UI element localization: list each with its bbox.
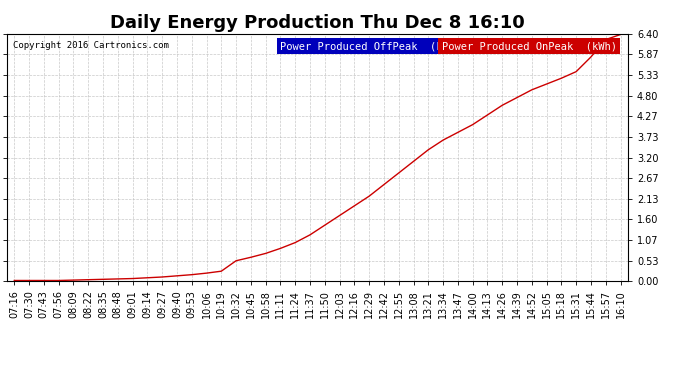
Text: Power Produced OnPeak  (kWh): Power Produced OnPeak (kWh): [442, 41, 617, 51]
Title: Daily Energy Production Thu Dec 8 16:10: Daily Energy Production Thu Dec 8 16:10: [110, 14, 525, 32]
Text: Copyright 2016 Cartronics.com: Copyright 2016 Cartronics.com: [13, 41, 169, 50]
Text: Power Produced OffPeak  (kWh): Power Produced OffPeak (kWh): [280, 41, 462, 51]
